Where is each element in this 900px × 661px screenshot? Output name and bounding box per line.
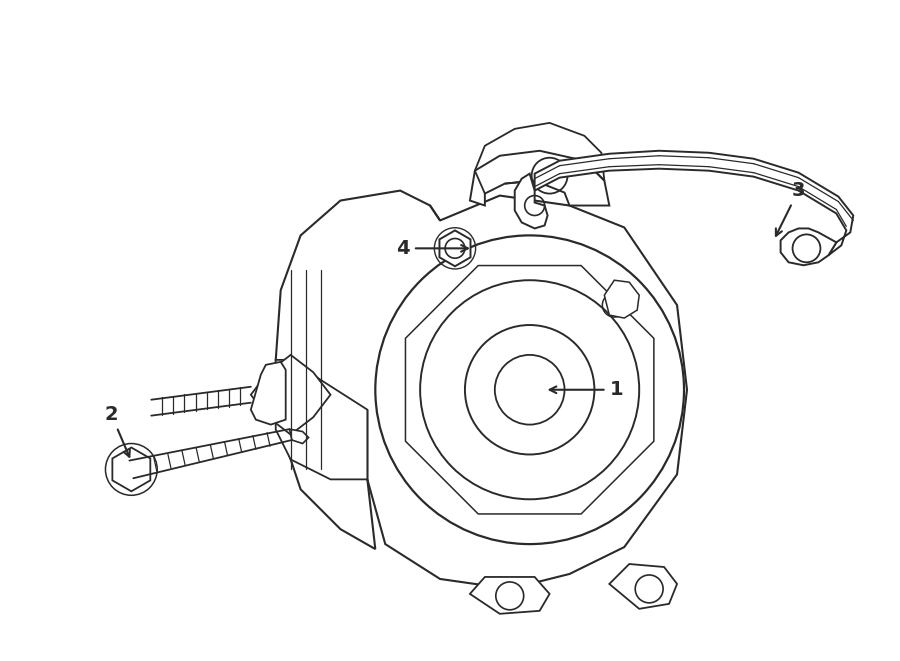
Polygon shape: [251, 355, 330, 434]
Text: 1: 1: [550, 380, 623, 399]
Polygon shape: [275, 360, 367, 479]
Polygon shape: [780, 229, 836, 265]
Polygon shape: [604, 280, 639, 318]
Text: 2: 2: [104, 405, 130, 457]
Polygon shape: [439, 231, 471, 266]
Polygon shape: [535, 151, 853, 255]
Text: 3: 3: [776, 181, 806, 236]
Polygon shape: [251, 362, 285, 424]
Polygon shape: [112, 447, 150, 491]
Text: 4: 4: [397, 239, 468, 258]
Polygon shape: [290, 429, 309, 444]
Polygon shape: [515, 174, 547, 229]
Polygon shape: [609, 564, 677, 609]
Polygon shape: [470, 151, 609, 206]
Polygon shape: [470, 577, 550, 614]
